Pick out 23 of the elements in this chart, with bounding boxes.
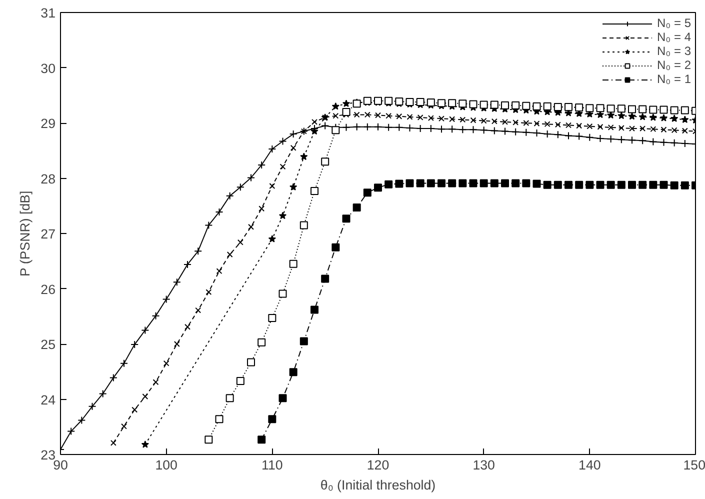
y-tick-label: 27 (40, 226, 56, 242)
y-tick-label: 23 (40, 448, 56, 462)
y-axis-title: P (PSNR) [dB] (18, 190, 33, 276)
y-tick-label: 25 (40, 337, 56, 352)
x-axis-title: θ₀ (Initial threshold) (320, 478, 436, 492)
x-tick-label: 100 (155, 458, 178, 472)
legend-label: N₀ = 2 (657, 58, 691, 72)
y-tick-label: 28 (40, 171, 56, 186)
y-tick-label: 30 (40, 60, 56, 76)
y-tick-label: 31 (40, 6, 56, 20)
x-tick-label: 140 (578, 458, 601, 472)
x-tick-label: 90 (53, 458, 68, 472)
y-tick-label: 29 (40, 116, 56, 131)
x-tick-label: 130 (472, 458, 495, 472)
x-tick-label: 120 (366, 458, 390, 472)
legend-label: N₀ = 3 (657, 44, 691, 58)
x-tick-label: 150 (683, 458, 705, 472)
legend-label: N₀ = 5 (657, 16, 691, 30)
y-tick-label: 26 (40, 282, 56, 297)
x-tick-label: 110 (262, 458, 283, 472)
legend-label: N₀ = 1 (657, 72, 691, 86)
legend-label: N₀ = 4 (657, 30, 691, 44)
y-tick-label: 24 (40, 392, 56, 408)
